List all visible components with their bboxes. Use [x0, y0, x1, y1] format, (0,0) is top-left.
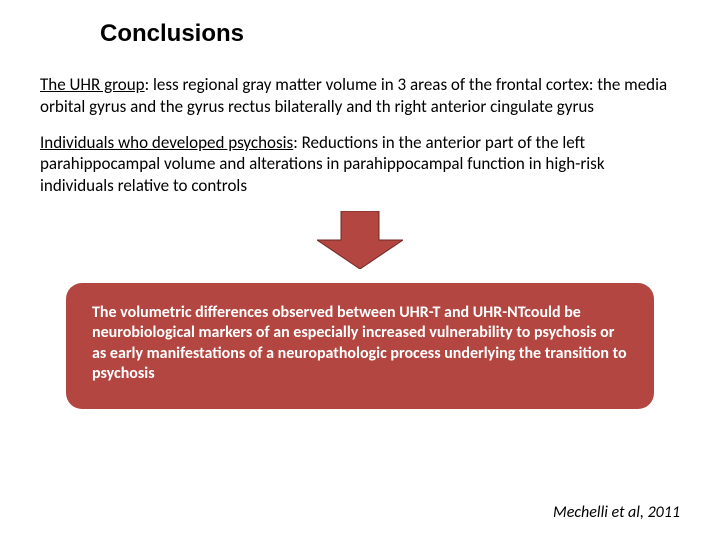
down-arrow-icon — [317, 211, 403, 269]
paragraph-uhr-group: The UHR group: less regional gray matter… — [40, 74, 680, 118]
slide-title: Conclusions — [100, 20, 680, 48]
paragraph-developed-psychosis: Individuals who developed psychosis: Red… — [40, 132, 680, 197]
down-arrow-wrap — [40, 211, 680, 269]
citation: Mechelli et al, 2011 — [553, 503, 680, 522]
slide: Conclusions The UHR group: less regional… — [0, 0, 720, 540]
callout-box: The volumetric differences observed betw… — [66, 283, 654, 409]
callout-text: The volumetric differences observed betw… — [92, 303, 627, 383]
para2-lead: Individuals who developed psychosis — [40, 132, 293, 153]
para1-lead: The UHR group — [40, 74, 145, 95]
